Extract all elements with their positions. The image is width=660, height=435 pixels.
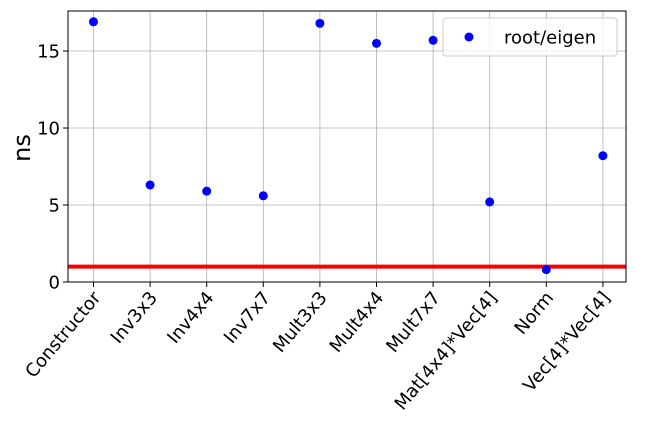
x-tick-label: Mult4x4 bbox=[326, 288, 389, 357]
y-axis-label: ns bbox=[8, 134, 36, 162]
data-point bbox=[145, 180, 155, 190]
x-tick-label: Mult3x3 bbox=[269, 288, 332, 357]
x-tick-label: Mat[4x4]*Vec[4] bbox=[391, 288, 502, 415]
data-point bbox=[541, 265, 551, 275]
x-tick-label: Constructor bbox=[21, 287, 105, 382]
y-tick-label: 5 bbox=[49, 196, 60, 217]
legend: root/eigen bbox=[442, 17, 618, 57]
x-tick-label: Inv7x7 bbox=[220, 288, 275, 348]
data-points bbox=[89, 17, 608, 275]
x-tick-label: Inv4x4 bbox=[163, 288, 218, 348]
data-point bbox=[89, 17, 98, 27]
y-tick-label: 0 bbox=[49, 273, 60, 294]
legend-box bbox=[442, 17, 618, 57]
data-point bbox=[372, 38, 381, 48]
x-axis: Constructor Inv3x3 Inv4x4 Inv7x7Mult3x3Mult… bbox=[21, 282, 615, 415]
y-axis: 0 5 10 15 bbox=[37, 42, 68, 294]
data-point bbox=[428, 35, 438, 45]
legend-marker bbox=[464, 32, 474, 42]
x-tick-label: Norm bbox=[510, 288, 558, 339]
data-point bbox=[202, 186, 212, 196]
data-point bbox=[485, 197, 495, 207]
x-tick-label: Inv3x3 bbox=[107, 288, 162, 348]
data-point bbox=[258, 191, 268, 201]
data-point bbox=[315, 18, 325, 28]
legend-label: root/eigen bbox=[504, 28, 596, 49]
y-tick-label: 15 bbox=[37, 42, 60, 63]
y-tick-label: 10 bbox=[37, 119, 60, 140]
plot-frame bbox=[67, 10, 627, 283]
data-point bbox=[598, 151, 608, 161]
